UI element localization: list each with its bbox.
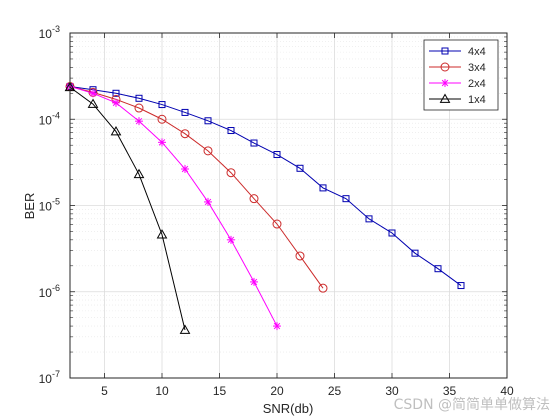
data-point (441, 79, 449, 87)
data-point (157, 114, 167, 124)
x-axis-label: SNR(db) (263, 401, 314, 416)
data-point (318, 283, 328, 293)
data-point (134, 103, 144, 113)
legend-item: 1x4 (429, 93, 486, 106)
legend-item: 4x4 (429, 46, 486, 58)
data-point (180, 129, 190, 139)
series-line (69, 86, 186, 331)
data-point (342, 195, 350, 203)
data-point (112, 89, 120, 97)
data-point (411, 249, 419, 257)
x-tick-label: 10 (155, 384, 169, 398)
legend-label: 1x4 (468, 94, 486, 106)
data-point (204, 197, 212, 206)
series-layer (64, 81, 465, 334)
data-point (319, 184, 327, 192)
x-tick-label: 30 (385, 384, 399, 398)
y-tick-label: 10-5 (39, 197, 60, 214)
x-tick-label: 20 (270, 384, 284, 398)
data-point (204, 117, 212, 125)
y-tick-label: 10-7 (39, 369, 60, 386)
series-line (69, 85, 462, 286)
y-axis-label: BER (22, 193, 37, 220)
data-point (112, 98, 120, 107)
data-point (250, 139, 258, 147)
data-point (249, 194, 259, 204)
x-tick-label: 40 (500, 384, 514, 398)
data-point (135, 94, 143, 102)
legend-label: 4x4 (468, 46, 486, 58)
x-tick-label: 25 (328, 384, 342, 398)
y-tick-label: 10-4 (39, 110, 60, 127)
data-point (135, 117, 143, 126)
data-point (296, 164, 304, 172)
series-4x4 (66, 82, 465, 290)
data-point (158, 138, 166, 147)
data-point (181, 108, 189, 116)
x-tick-label: 5 (101, 384, 108, 398)
series-line (69, 85, 278, 327)
legend: 4x4 3x4 2x4 1x4 (423, 39, 499, 111)
x-tick-label: 15 (213, 384, 227, 398)
data-point (272, 219, 282, 229)
data-point (439, 93, 451, 103)
tick-layer: 10-7 10-6 10-5 10-4 10-3 5 10 15 20 25 30 35 40 (39, 24, 514, 398)
data-point (226, 168, 236, 178)
data-point (179, 324, 191, 334)
data-point (273, 322, 281, 331)
data-point (388, 229, 396, 237)
y-tick-label: 10-3 (39, 24, 60, 41)
data-point (227, 235, 235, 244)
legend-item: 2x4 (429, 78, 486, 90)
legend-item: 3x4 (429, 62, 486, 74)
data-point (158, 101, 166, 109)
data-point (110, 126, 122, 136)
data-point (87, 98, 99, 108)
data-point (227, 127, 235, 135)
data-point (181, 164, 189, 173)
data-point (273, 151, 281, 159)
legend-box (423, 39, 499, 111)
data-point (295, 251, 305, 261)
data-point (434, 265, 442, 273)
y-tick-label: 10-6 (39, 283, 60, 300)
x-tick-label: 35 (443, 384, 457, 398)
data-point (440, 62, 450, 72)
data-point (133, 168, 145, 179)
data-point (250, 277, 258, 286)
data-point (457, 282, 465, 290)
data-point (365, 215, 373, 223)
legend-label: 3x4 (468, 62, 486, 74)
data-point (89, 89, 97, 98)
data-point (156, 229, 168, 239)
watermark-text: CSDN @简简单单做算法 (393, 397, 550, 413)
legend-label: 2x4 (468, 78, 486, 90)
data-point (203, 146, 213, 156)
data-point (441, 47, 449, 55)
